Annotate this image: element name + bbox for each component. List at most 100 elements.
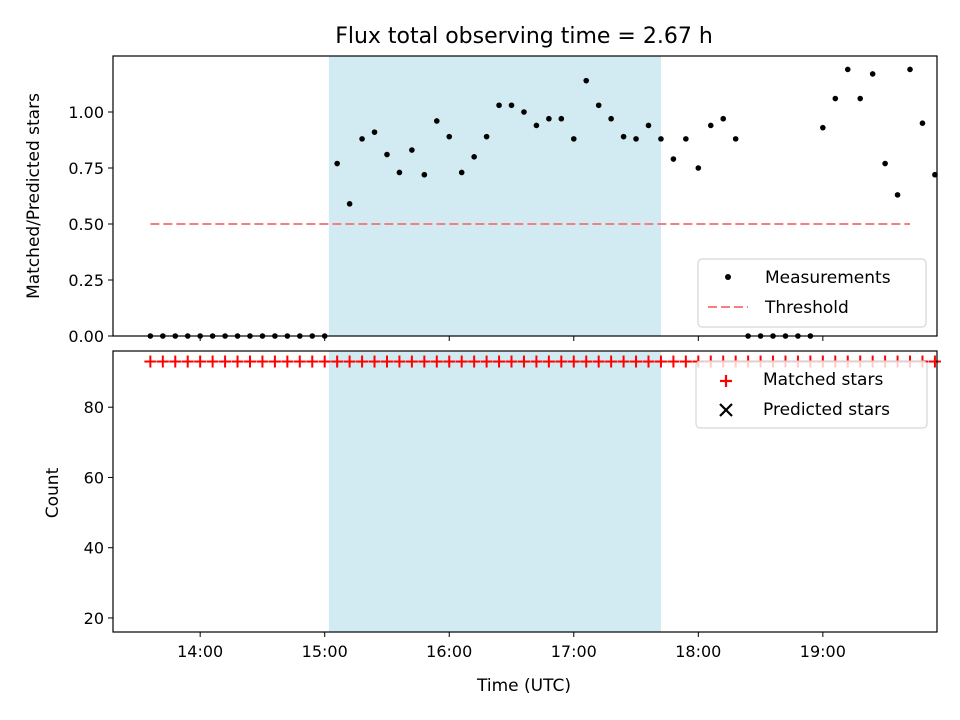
matched-star-point — [654, 355, 667, 368]
top-observing-window — [328, 56, 661, 336]
matched-star-point — [306, 355, 319, 368]
measurement-point — [409, 147, 415, 153]
measurement-point — [658, 136, 664, 142]
matched-star-point — [243, 355, 256, 368]
bottom-xlabel: Time (UTC) — [476, 676, 571, 696]
matched-star-point — [418, 355, 431, 368]
measurement-point — [683, 136, 689, 142]
bottom-xtick-label: 17:00 — [551, 642, 597, 661]
matched-star-point — [318, 355, 331, 368]
legend-matched-marker — [720, 375, 732, 387]
matched-star-point — [144, 355, 157, 368]
measurement-point — [907, 66, 913, 73]
matched-star-point — [343, 355, 356, 368]
bottom-ytick-label: 80 — [84, 398, 104, 417]
matched-star-point — [368, 355, 381, 368]
measurement-point — [820, 124, 826, 131]
top-ytick-label: 0.00 — [68, 327, 104, 346]
legend-matched-label: Matched stars — [763, 370, 883, 390]
matched-star-point — [206, 355, 219, 368]
matched-star-point — [679, 355, 692, 368]
matched-star-point — [293, 355, 306, 368]
measurement-point — [844, 66, 851, 73]
measurement-point — [458, 169, 465, 176]
measurement-point — [496, 102, 502, 109]
measurement-point — [595, 102, 602, 109]
measurement-point — [583, 77, 590, 84]
matched-star-point — [356, 355, 369, 368]
matched-star-point — [480, 355, 493, 368]
measurement-point — [882, 160, 888, 167]
matched-star-point — [667, 355, 680, 368]
matched-star-point — [592, 355, 605, 368]
matched-star-point — [517, 355, 530, 368]
measurement-point — [433, 118, 440, 124]
measurement-point — [919, 120, 926, 126]
measurement-point — [707, 122, 714, 129]
measurement-point — [359, 136, 365, 142]
measurement-point — [633, 136, 639, 142]
bottom-xtick-label: 18:00 — [675, 642, 721, 661]
measurement-point — [720, 115, 727, 122]
top-ytick-label: 0.25 — [68, 271, 104, 290]
bottom-xtick-label: 15:00 — [302, 642, 348, 661]
measurement-point — [732, 136, 739, 142]
bottom-legend: Matched stars Predicted stars — [695, 360, 928, 429]
legend-measurements-marker — [725, 274, 731, 280]
measurement-point — [894, 192, 901, 198]
top-ylabel: Matched/Predicted stars — [24, 93, 44, 299]
matched-star-point — [542, 355, 555, 368]
matched-star-point — [268, 355, 281, 368]
matched-star-point — [256, 355, 269, 368]
matched-star-point — [219, 355, 232, 368]
legend-predicted-marker — [719, 403, 733, 417]
matched-star-point — [181, 355, 194, 368]
measurement-point — [533, 122, 540, 129]
bottom-ytick-label: 20 — [84, 609, 104, 628]
bottom-ytick-label: 40 — [84, 539, 104, 558]
top-subplot: Flux total observing time = 2.67 h 0.00 0… — [24, 24, 938, 346]
matched-star-point — [380, 355, 393, 368]
matched-star-point — [493, 355, 506, 368]
bottom-axes-frame — [112, 350, 938, 633]
measurement-point — [645, 122, 652, 129]
matched-star-point — [505, 355, 518, 368]
matched-star-point — [393, 355, 406, 368]
matched-star-point — [617, 355, 630, 368]
measurement-point — [446, 133, 453, 140]
matched-star-point — [169, 355, 182, 368]
matched-star-point — [605, 355, 618, 368]
measurement-point — [421, 171, 428, 178]
measurement-point — [670, 156, 677, 162]
bottom-ytick-label: 60 — [84, 468, 104, 487]
top-ytick-label: 0.75 — [68, 159, 104, 178]
matched-star-point — [194, 355, 207, 368]
bottom-observing-window — [328, 351, 661, 632]
matched-star-point — [580, 355, 593, 368]
measurement-point — [483, 133, 490, 140]
measurement-point — [570, 136, 577, 142]
measurement-point — [620, 133, 627, 140]
bottom-xtick-label: 14:00 — [177, 642, 223, 661]
legend-measurements-label: Measurements — [765, 268, 891, 288]
measurement-point — [396, 169, 403, 176]
bottom-xtick-label: 16:00 — [426, 642, 472, 661]
matched-star-point — [430, 355, 443, 368]
measurement-point — [521, 109, 527, 115]
matched-star-point — [156, 355, 169, 368]
matched-star-point — [567, 355, 580, 368]
measurement-point — [334, 160, 340, 167]
top-legend: Measurements Threshold — [697, 258, 927, 328]
matched-star-point — [231, 355, 244, 368]
measurement-point — [471, 154, 477, 160]
measurement-point — [932, 171, 938, 178]
measurement-point — [832, 95, 839, 102]
legend-predicted-label: Predicted stars — [763, 400, 890, 420]
matched-star-point — [281, 355, 294, 368]
bottom-ylabel: Count — [43, 467, 63, 518]
measurement-point — [608, 115, 614, 122]
matched-star-point — [928, 355, 941, 368]
chart-title: Flux total observing time = 2.67 h — [335, 24, 713, 49]
